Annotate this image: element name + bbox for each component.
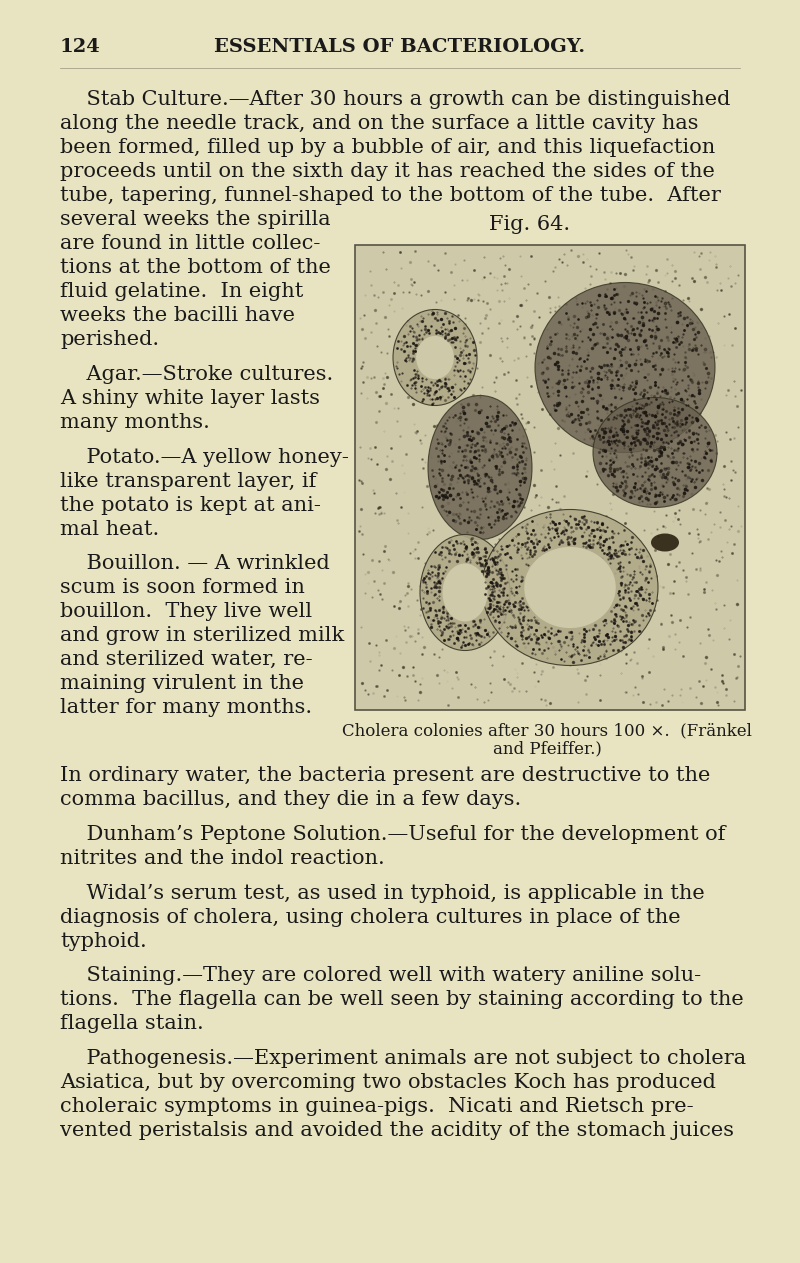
Text: tions at the bottom of the: tions at the bottom of the bbox=[60, 258, 331, 277]
Text: tions.  The flagella can be well seen by staining according to the: tions. The flagella can be well seen by … bbox=[60, 990, 744, 1009]
Text: Cholera colonies after 30 hours 100 ×.  (Fränkel: Cholera colonies after 30 hours 100 ×. (… bbox=[342, 722, 752, 739]
Text: Agar.—Stroke cultures.: Agar.—Stroke cultures. bbox=[60, 365, 334, 384]
Text: and sterilized water, re-: and sterilized water, re- bbox=[60, 650, 313, 669]
Text: many months.: many months. bbox=[60, 413, 210, 432]
Text: A shiny white layer lasts: A shiny white layer lasts bbox=[60, 389, 320, 408]
Text: diagnosis of cholera, using cholera cultures in place of the: diagnosis of cholera, using cholera cult… bbox=[60, 908, 681, 927]
Text: Pathogenesis.—Experiment animals are not subject to cholera: Pathogenesis.—Experiment animals are not… bbox=[60, 1050, 746, 1068]
Text: bouillon.  They live well: bouillon. They live well bbox=[60, 602, 312, 621]
Text: fluid gelatine.  In eight: fluid gelatine. In eight bbox=[60, 282, 303, 301]
Text: vented peristalsis and avoided the acidity of the stomach juices: vented peristalsis and avoided the acidi… bbox=[60, 1122, 734, 1140]
Ellipse shape bbox=[442, 563, 487, 621]
Text: Staining.—They are colored well with watery aniline solu-: Staining.—They are colored well with wat… bbox=[60, 966, 701, 985]
Text: In ordinary water, the bacteria present are destructive to the: In ordinary water, the bacteria present … bbox=[60, 765, 710, 786]
Text: tube, tapering, funnel-shaped to the bottom of the tube.  After: tube, tapering, funnel-shaped to the bot… bbox=[60, 186, 721, 205]
Ellipse shape bbox=[393, 309, 477, 405]
Text: Asiatica, but by overcoming two obstacles Koch has produced: Asiatica, but by overcoming two obstacle… bbox=[60, 1074, 716, 1092]
Text: comma bacillus, and they die in a few days.: comma bacillus, and they die in a few da… bbox=[60, 789, 522, 810]
Text: Bouillon. — A wrinkled: Bouillon. — A wrinkled bbox=[60, 554, 330, 573]
Text: mal heat.: mal heat. bbox=[60, 519, 159, 538]
Text: latter for many months.: latter for many months. bbox=[60, 698, 312, 717]
Bar bbox=[355, 245, 745, 710]
Ellipse shape bbox=[428, 395, 532, 539]
Text: ESSENTIALS OF BACTERIOLOGY.: ESSENTIALS OF BACTERIOLOGY. bbox=[214, 38, 586, 56]
Text: proceeds until on the sixth day it has reached the sides of the: proceeds until on the sixth day it has r… bbox=[60, 162, 715, 181]
Text: nitrites and the indol reaction.: nitrites and the indol reaction. bbox=[60, 849, 385, 868]
Text: maining virulent in the: maining virulent in the bbox=[60, 674, 304, 693]
Text: choleraic symptoms in guinea-pigs.  Nicati and Rietsch pre-: choleraic symptoms in guinea-pigs. Nicat… bbox=[60, 1098, 694, 1116]
Text: Widal’s serum test, as used in typhoid, is applicable in the: Widal’s serum test, as used in typhoid, … bbox=[60, 884, 705, 903]
Text: been formed, filled up by a bubble of air, and this liquefaction: been formed, filled up by a bubble of ai… bbox=[60, 138, 715, 157]
Ellipse shape bbox=[416, 336, 454, 379]
Text: the potato is kept at ani-: the potato is kept at ani- bbox=[60, 495, 321, 514]
Text: and grow in sterilized milk: and grow in sterilized milk bbox=[60, 626, 344, 645]
Text: Fig. 64.: Fig. 64. bbox=[490, 215, 570, 234]
Ellipse shape bbox=[535, 283, 715, 452]
Text: typhoid.: typhoid. bbox=[60, 932, 146, 951]
Ellipse shape bbox=[420, 534, 510, 650]
Text: Dunham’s Peptone Solution.—Useful for the development of: Dunham’s Peptone Solution.—Useful for th… bbox=[60, 825, 726, 844]
Text: scum is soon formed in: scum is soon formed in bbox=[60, 578, 305, 597]
Text: like transparent layer, if: like transparent layer, if bbox=[60, 471, 316, 490]
Text: Stab Culture.—After 30 hours a growth can be distinguished: Stab Culture.—After 30 hours a growth ca… bbox=[60, 90, 730, 109]
Text: perished.: perished. bbox=[60, 330, 159, 349]
Text: along the needle track, and on the surface a little cavity has: along the needle track, and on the surfa… bbox=[60, 114, 698, 133]
Text: weeks the bacilli have: weeks the bacilli have bbox=[60, 306, 295, 325]
Ellipse shape bbox=[651, 533, 679, 552]
Text: Potato.—A yellow honey-: Potato.—A yellow honey- bbox=[60, 447, 349, 466]
Ellipse shape bbox=[593, 398, 717, 508]
Ellipse shape bbox=[524, 547, 616, 628]
Text: are found in little collec-: are found in little collec- bbox=[60, 234, 320, 253]
Text: flagella stain.: flagella stain. bbox=[60, 1014, 204, 1033]
Ellipse shape bbox=[482, 509, 658, 666]
Text: and Pfeiffer.): and Pfeiffer.) bbox=[493, 740, 602, 757]
Text: 124: 124 bbox=[60, 38, 101, 56]
Text: several weeks the spirilla: several weeks the spirilla bbox=[60, 210, 330, 229]
